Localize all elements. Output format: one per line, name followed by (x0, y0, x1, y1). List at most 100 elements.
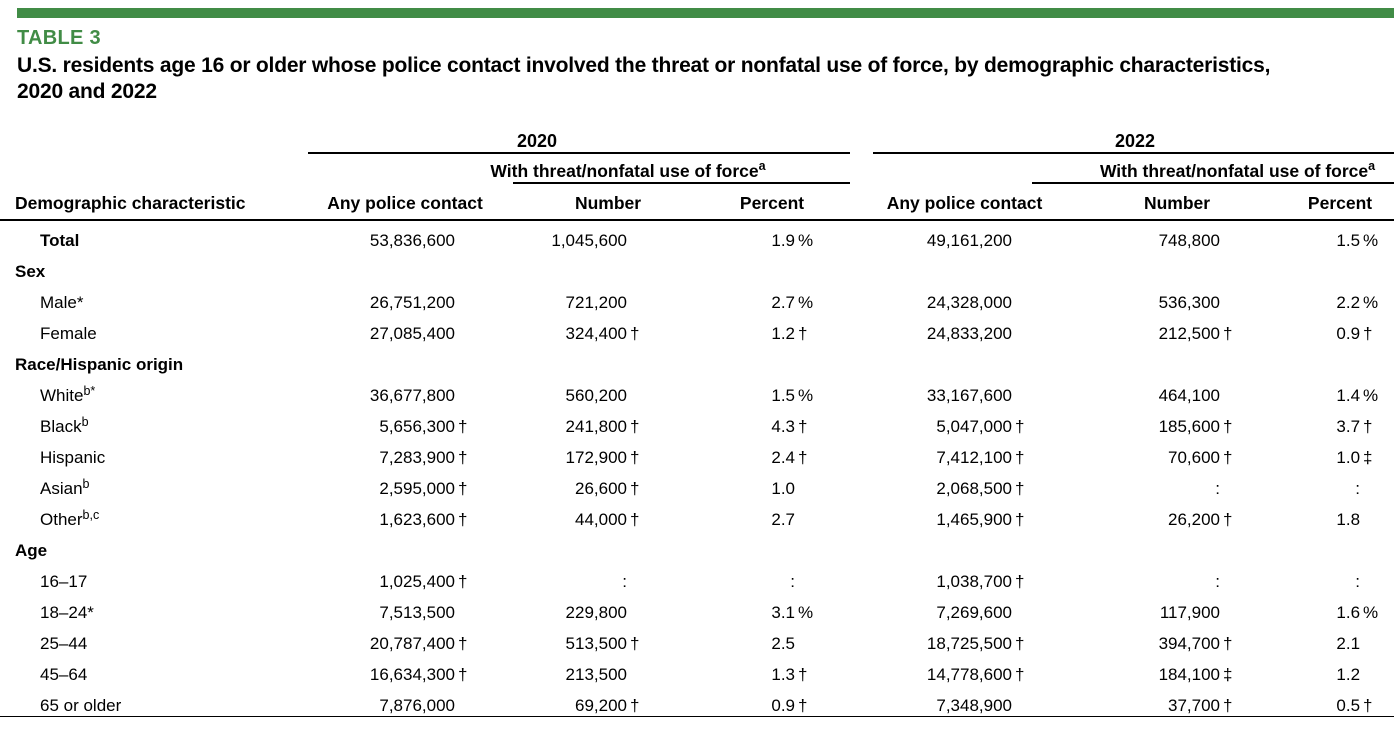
value-cell: 49,161,200 (926, 231, 1013, 250)
row-label: Whiteb* (40, 384, 96, 405)
value-cell: 1,025,400 † (379, 572, 468, 591)
value-cell (1027, 530, 1235, 561)
spacer-cell (300, 154, 470, 184)
row-label: Total (40, 231, 80, 250)
value-cell: 16,634,300 † (369, 665, 468, 684)
value-cell: 1.0 (771, 479, 796, 498)
row-label: 18–24* (40, 603, 94, 622)
row-label: Asianb (40, 477, 90, 498)
value-cell: 24,328,000 (926, 293, 1013, 312)
row-label: Age (15, 541, 48, 560)
value-cell: 36,677,800 (369, 386, 455, 405)
value-cell: 1.0 ‡ (1336, 448, 1373, 467)
data-row: 16–17 1,025,400 †:: 1,038,700 †:: (0, 561, 1394, 592)
value-cell: 184,100 ‡ (1158, 665, 1233, 684)
value-cell: 394,700 † (1158, 634, 1233, 653)
value-cell: 0.5 † (1235, 685, 1394, 717)
value-cell: 7,348,900 (810, 685, 1028, 717)
value-cell: 721,200 (565, 293, 627, 312)
value-cell: 1,465,900 † (936, 510, 1025, 529)
spacer-cell (0, 126, 300, 154)
value-cell: : (622, 572, 627, 591)
data-row: Male* 26,751,200 721,200 2.7% 24,328,000 536,… (0, 282, 1394, 313)
value-cell: 7,269,600 (936, 603, 1013, 622)
value-cell: 1.5% (771, 386, 814, 405)
column-header-number-2020: Number (470, 184, 642, 221)
row-label: Female (40, 324, 97, 343)
value-cell (810, 530, 1027, 561)
section-row: Race/Hispanic origin (0, 344, 1394, 375)
value-cell: 7,412,100 † (936, 448, 1025, 467)
data-row: 25–44 20,787,400 † 513,500 † 2.5 18,725,500 † 39… (0, 623, 1394, 654)
value-cell: 560,200 (565, 386, 627, 405)
force-spanner-label: With threat/nonfatal use of force (1099, 161, 1369, 181)
data-row: Otherb,c 1,623,600 † 44,000 † 2.7 1,465,900 † 26… (0, 499, 1394, 530)
value-cell (1235, 251, 1394, 282)
value-cell: 20,787,400 † (369, 634, 468, 653)
value-cell: 5,656,300 † (379, 417, 468, 436)
force-spanner-2020: With threat/nonfatal use of forcea (470, 154, 851, 184)
row-label: Hispanic (40, 448, 106, 467)
year-spanner-2020: 2020 (300, 126, 851, 154)
value-cell (470, 530, 642, 561)
value-cell: 1.2 † (771, 324, 808, 343)
value-cell: 0.9 † (642, 685, 811, 717)
value-cell: 185,600 † (1158, 417, 1233, 436)
data-row: 18–24* 7,513,500 229,800 3.1% 7,269,600 117,9… (0, 592, 1394, 623)
value-cell (1027, 344, 1235, 375)
column-header-any-contact-2022: Any police contact (810, 184, 1042, 221)
value-cell: 69,200 † (470, 685, 642, 717)
value-cell (300, 530, 470, 561)
data-row: Hispanic 7,283,900 † 172,900 † 2.4 † 7,412,100 †… (0, 437, 1394, 468)
value-cell: 14,778,600 † (926, 665, 1025, 684)
row-label: Male* (40, 293, 84, 312)
value-cell: 1.2 (1336, 665, 1361, 684)
value-cell: 1,623,600 † (379, 510, 468, 529)
column-header-any-contact-2020: Any police contact (300, 184, 483, 221)
year-spanner-row: 2020 2022 (0, 126, 1394, 154)
value-cell: 241,800 † (565, 417, 640, 436)
column-header-demographic: Demographic characteristic (0, 184, 300, 221)
value-cell (1027, 251, 1235, 282)
value-cell: 27,085,400 (369, 324, 455, 343)
value-cell: 1,038,700 † (936, 572, 1025, 591)
value-cell: 1.5% (1336, 231, 1379, 250)
value-cell: 3.7 † (1336, 417, 1373, 436)
year-spanner-2022: 2022 (810, 126, 1394, 154)
row-label: Otherb,c (40, 508, 100, 529)
section-row: Age (0, 530, 1394, 561)
value-cell: 7,876,000 (300, 685, 470, 717)
row-label: 45–64 (40, 665, 88, 684)
column-header-percent-2022: Percent (1235, 184, 1394, 221)
value-cell (470, 251, 642, 282)
data-row: Whiteb* 36,677,800 560,200 1.5% 33,167,600 46… (0, 375, 1394, 406)
data-row: Female 27,085,400 324,400 † 1.2 † 24,833,200 21… (0, 313, 1394, 344)
column-header-percent-2020: Percent (642, 184, 811, 221)
value-cell: 7,283,900 † (379, 448, 468, 467)
value-cell: 1.8 (1336, 510, 1361, 529)
row-label: Race/Hispanic origin (15, 355, 184, 374)
value-cell: : (1355, 479, 1361, 498)
column-header-row: Demographic characteristic Any police co… (0, 184, 1394, 221)
force-spanner-row: With threat/nonfatal use of forcea With … (0, 154, 1394, 184)
value-cell: : (1215, 479, 1221, 498)
table-title: U.S. residents age 16 or older whose pol… (17, 54, 1271, 103)
accent-bar (17, 8, 1394, 18)
value-cell: 2.7% (771, 293, 814, 312)
row-label: 16–17 (40, 572, 88, 591)
value-cell: 1.4% (1336, 386, 1379, 405)
data-row: 45–64 16,634,300 † 213,500 1.3 † 14,778,600 † 18… (0, 654, 1394, 685)
value-cell (470, 344, 642, 375)
value-cell (810, 344, 1027, 375)
value-cell (1235, 530, 1394, 561)
value-cell: 3.1% (771, 603, 814, 622)
row-label: 25–44 (40, 634, 88, 653)
value-cell (1235, 344, 1394, 375)
value-cell: 26,200 † (1168, 510, 1233, 529)
value-cell: 53,836,600 (369, 231, 455, 250)
value-cell (642, 251, 810, 282)
value-cell (642, 530, 810, 561)
value-cell: 172,900 † (565, 448, 640, 467)
value-cell: 229,800 (565, 603, 627, 622)
